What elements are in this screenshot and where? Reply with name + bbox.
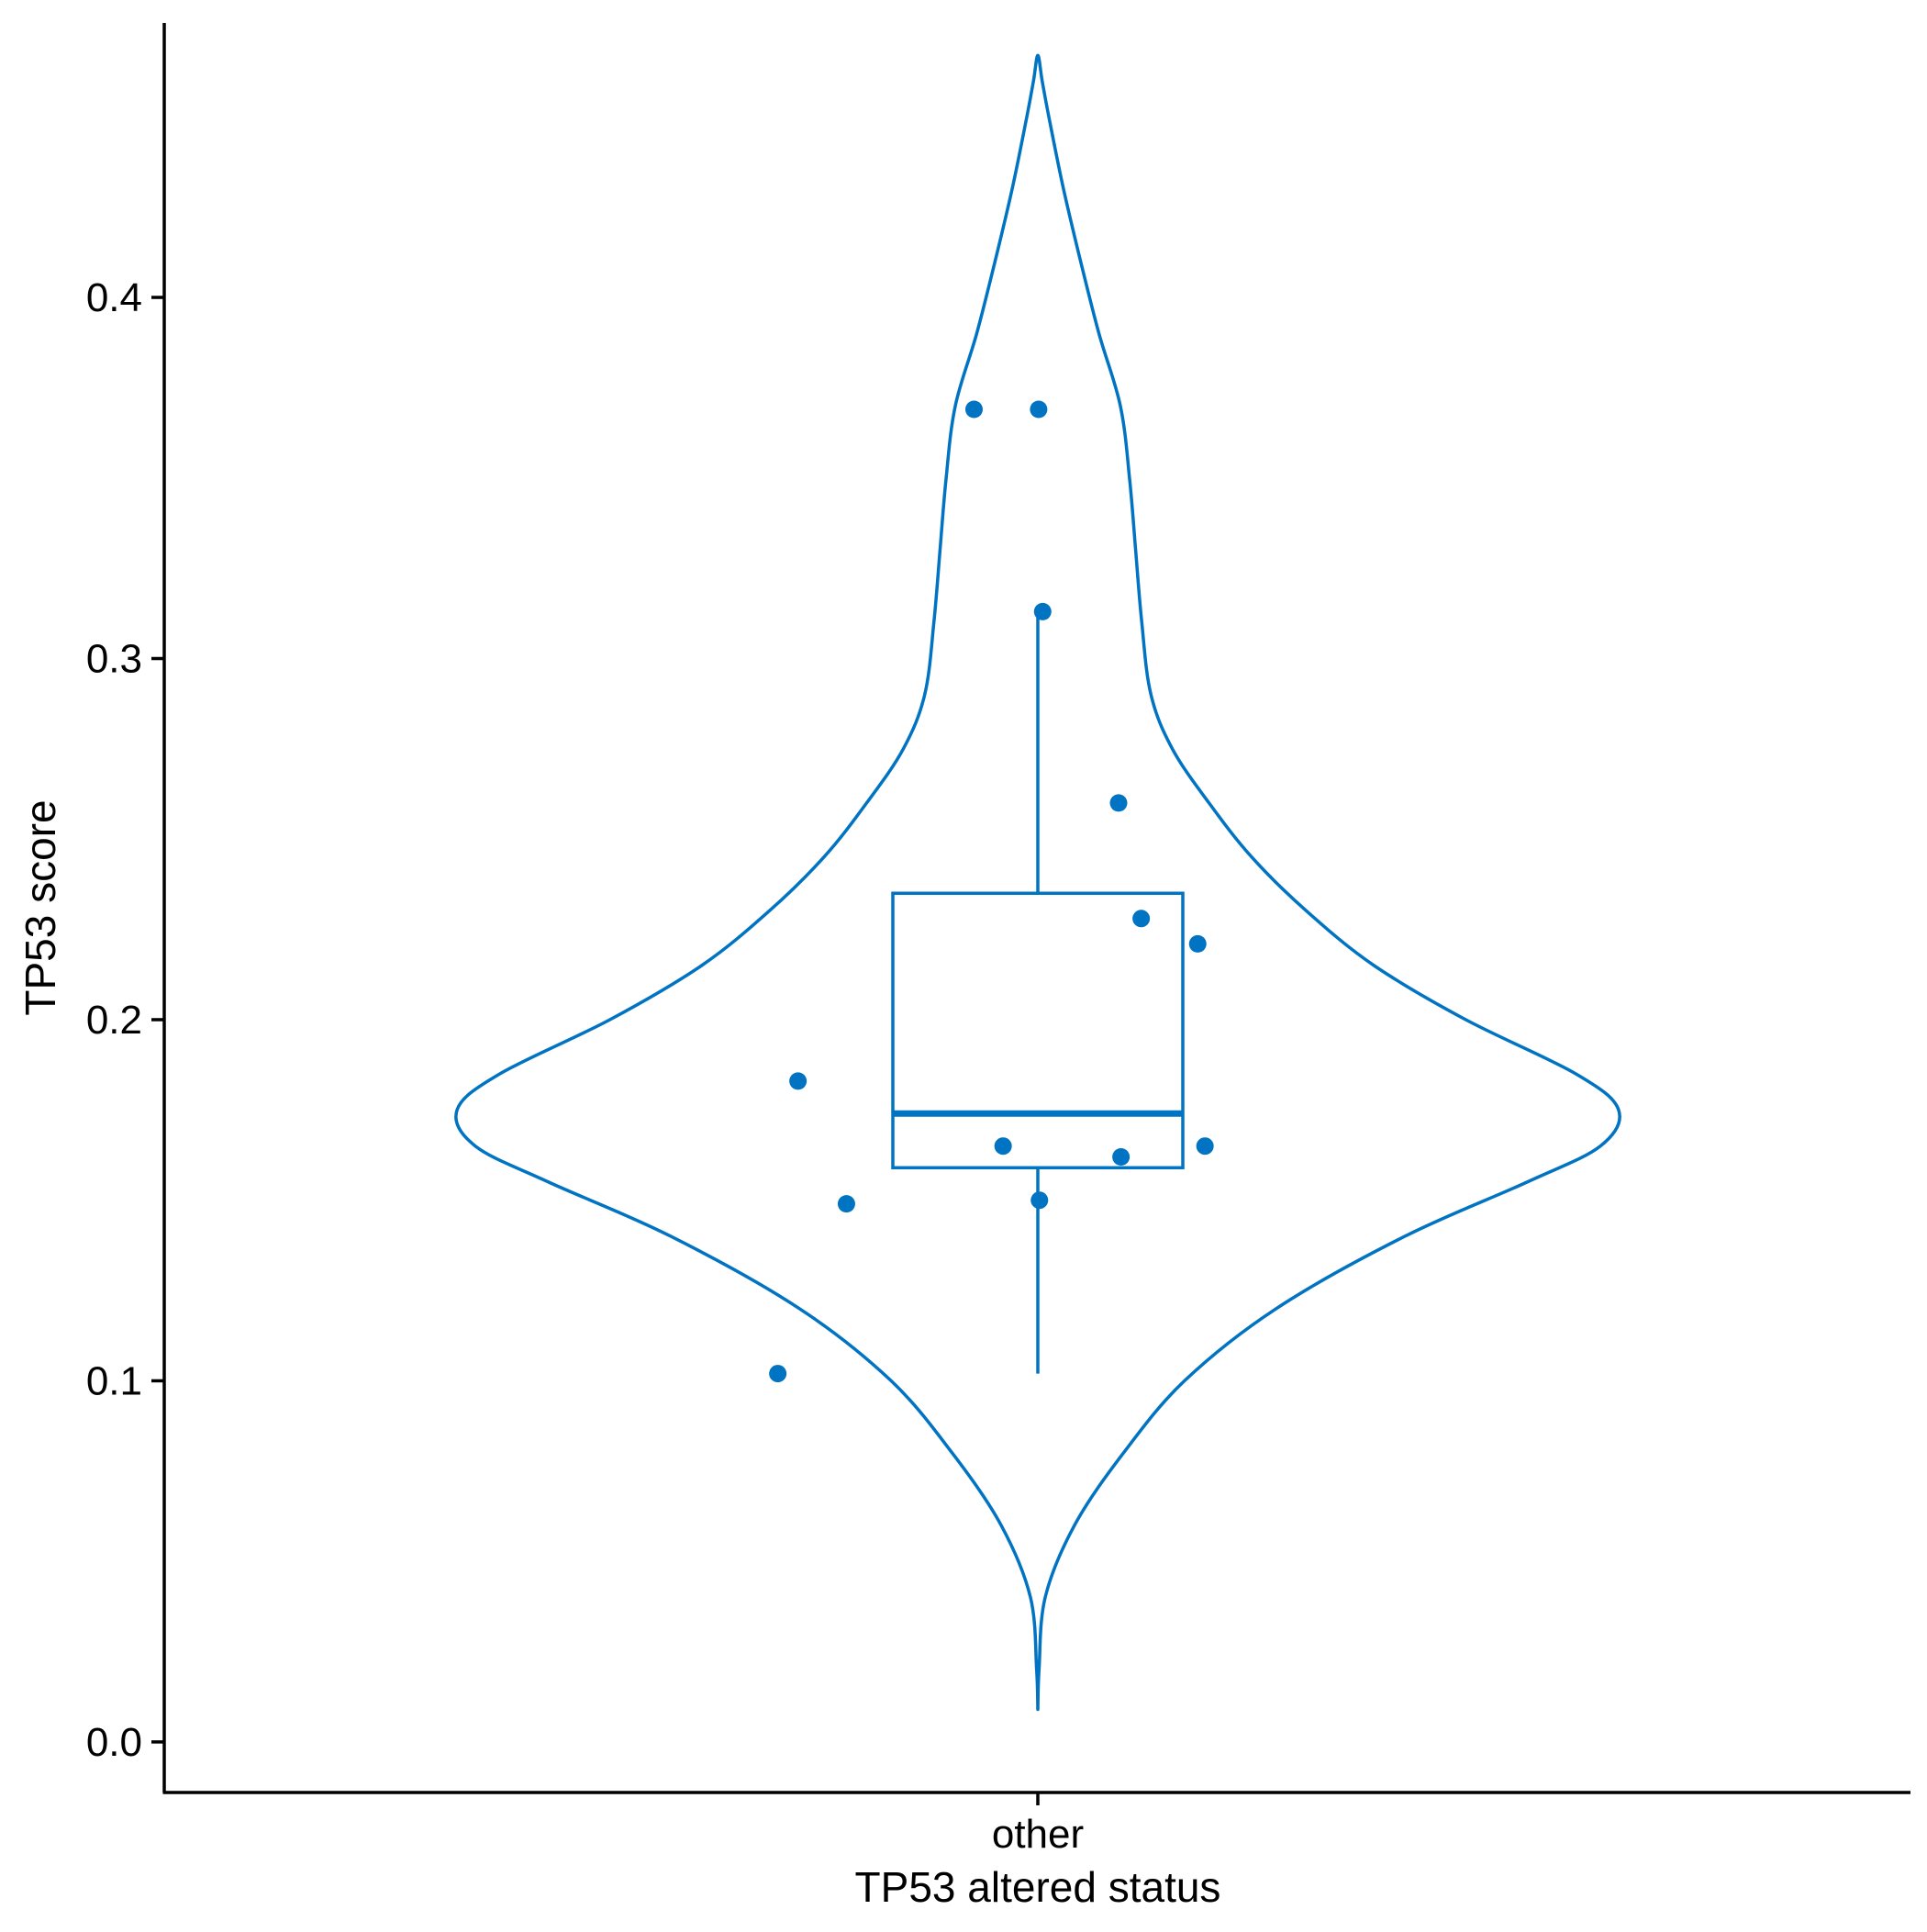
- y-tick-label: 0.2: [86, 998, 142, 1043]
- data-point: [789, 1072, 808, 1090]
- violin-shape: [454, 53, 1621, 1712]
- x-ticks: other: [992, 1792, 1084, 1857]
- data-point: [1030, 400, 1048, 419]
- y-tick-label: 0.3: [86, 637, 142, 682]
- y-tick-label: 0.0: [86, 1720, 142, 1765]
- data-point: [1188, 934, 1207, 953]
- y-axis-title: TP53 score: [17, 799, 64, 1015]
- data-point: [837, 1195, 855, 1213]
- y-tick-label: 0.4: [86, 275, 142, 320]
- box-iqr: [891, 891, 1185, 1170]
- axes-layer: [162, 23, 1910, 1794]
- boxplot-layer: [891, 608, 1185, 1374]
- data-point: [1112, 1147, 1131, 1166]
- data-point: [1030, 1191, 1049, 1210]
- data-point: [1132, 910, 1151, 928]
- data-point: [1196, 1137, 1214, 1156]
- violin-layer: [454, 53, 1621, 1712]
- x-tick-label: other: [992, 1812, 1084, 1857]
- y-tick-label: 0.1: [86, 1358, 142, 1403]
- data-point: [1033, 602, 1052, 620]
- x-axis-title: TP53 altered status: [855, 1863, 1221, 1911]
- data-point: [964, 400, 983, 419]
- data-point: [994, 1137, 1012, 1156]
- y-ticks: 0.0 0.1 0.2 0.3 0.4: [86, 275, 164, 1765]
- data-point: [1109, 794, 1128, 812]
- jitter-points-layer: [769, 400, 1214, 1383]
- data-point: [769, 1365, 787, 1383]
